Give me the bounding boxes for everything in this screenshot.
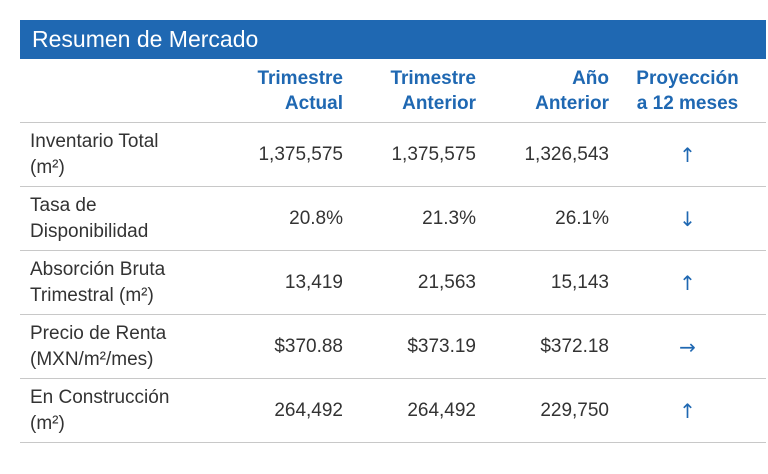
market-summary-panel: Resumen de Mercado Trimestre Actual Trim… bbox=[20, 20, 766, 443]
header-row: Trimestre Actual Trimestre Anterior Año … bbox=[20, 59, 766, 123]
cell-previous-quarter: 21,563 bbox=[343, 250, 476, 315]
arrow-right-icon: → bbox=[609, 314, 766, 379]
row-label-line: Precio de Renta bbox=[30, 322, 167, 344]
cell-previous-quarter: $373.19 bbox=[343, 314, 476, 379]
row-label: En Construcción (m²) bbox=[20, 378, 220, 443]
cell-previous-year: 229,750 bbox=[476, 378, 609, 443]
header-line: Anterior bbox=[535, 92, 609, 114]
header-line: Actual bbox=[284, 92, 343, 114]
row-label-line: Disponibilidad bbox=[30, 220, 149, 242]
cell-previous-quarter: 21.3% bbox=[343, 186, 476, 251]
arrow-down-icon: ↓ bbox=[609, 186, 766, 251]
row-label-line: (m²) bbox=[30, 156, 65, 178]
row-label: Inventario Total (m²) bbox=[20, 122, 220, 187]
table-row: Precio de Renta (MXN/m²/mes) $370.88 $37… bbox=[20, 314, 766, 379]
header-line: Anterior bbox=[402, 92, 476, 114]
row-label: Precio de Renta (MXN/m²/mes) bbox=[20, 314, 220, 379]
cell-previous-year: 15,143 bbox=[476, 250, 609, 315]
header-empty bbox=[20, 59, 220, 123]
row-label: Tasa de Disponibilidad bbox=[20, 186, 220, 251]
row-label: Absorción Bruta Trimestral (m²) bbox=[20, 250, 220, 315]
row-label-line: (MXN/m²/mes) bbox=[30, 348, 154, 370]
cell-previous-quarter: 264,492 bbox=[343, 378, 476, 443]
cell-current-quarter: 20.8% bbox=[220, 186, 343, 251]
arrow-up-icon: ↑ bbox=[609, 250, 766, 315]
row-label-line: En Construcción bbox=[30, 386, 170, 408]
cell-current-quarter: 1,375,575 bbox=[220, 122, 343, 187]
cell-previous-quarter: 1,375,575 bbox=[343, 122, 476, 187]
arrow-up-icon: ↑ bbox=[609, 122, 766, 187]
row-label-line: Absorción Bruta bbox=[30, 258, 166, 280]
table-row: Inventario Total (m²) 1,375,575 1,375,57… bbox=[20, 122, 766, 187]
row-label-line: Inventario Total bbox=[30, 130, 159, 152]
table-row: Tasa de Disponibilidad 20.8% 21.3% 26.1%… bbox=[20, 186, 766, 251]
panel-title: Resumen de Mercado bbox=[20, 20, 766, 59]
header-line: Trimestre bbox=[257, 67, 343, 89]
row-label-line: Tasa de bbox=[30, 194, 97, 216]
market-summary-table: Trimestre Actual Trimestre Anterior Año … bbox=[20, 59, 766, 443]
header-previous-year: Año Anterior bbox=[476, 59, 609, 123]
header-line: Trimestre bbox=[390, 67, 476, 89]
cell-previous-year: $372.18 bbox=[476, 314, 609, 379]
cell-current-quarter: $370.88 bbox=[220, 314, 343, 379]
cell-previous-year: 26.1% bbox=[476, 186, 609, 251]
header-12-month-projection: Proyección a 12 meses bbox=[609, 59, 766, 123]
header-line: Proyección bbox=[636, 67, 739, 89]
cell-current-quarter: 13,419 bbox=[220, 250, 343, 315]
table-row: En Construcción (m²) 264,492 264,492 229… bbox=[20, 378, 766, 443]
cell-previous-year: 1,326,543 bbox=[476, 122, 609, 187]
header-line: a 12 meses bbox=[636, 92, 739, 114]
table-row: Absorción Bruta Trimestral (m²) 13,419 2… bbox=[20, 250, 766, 315]
header-current-quarter: Trimestre Actual bbox=[220, 59, 343, 123]
row-label-line: (m²) bbox=[30, 412, 65, 434]
cell-current-quarter: 264,492 bbox=[220, 378, 343, 443]
header-previous-quarter: Trimestre Anterior bbox=[343, 59, 476, 123]
header-line: Año bbox=[572, 67, 609, 89]
row-label-line: Trimestral (m²) bbox=[30, 284, 154, 306]
arrow-up-icon: ↑ bbox=[609, 378, 766, 443]
